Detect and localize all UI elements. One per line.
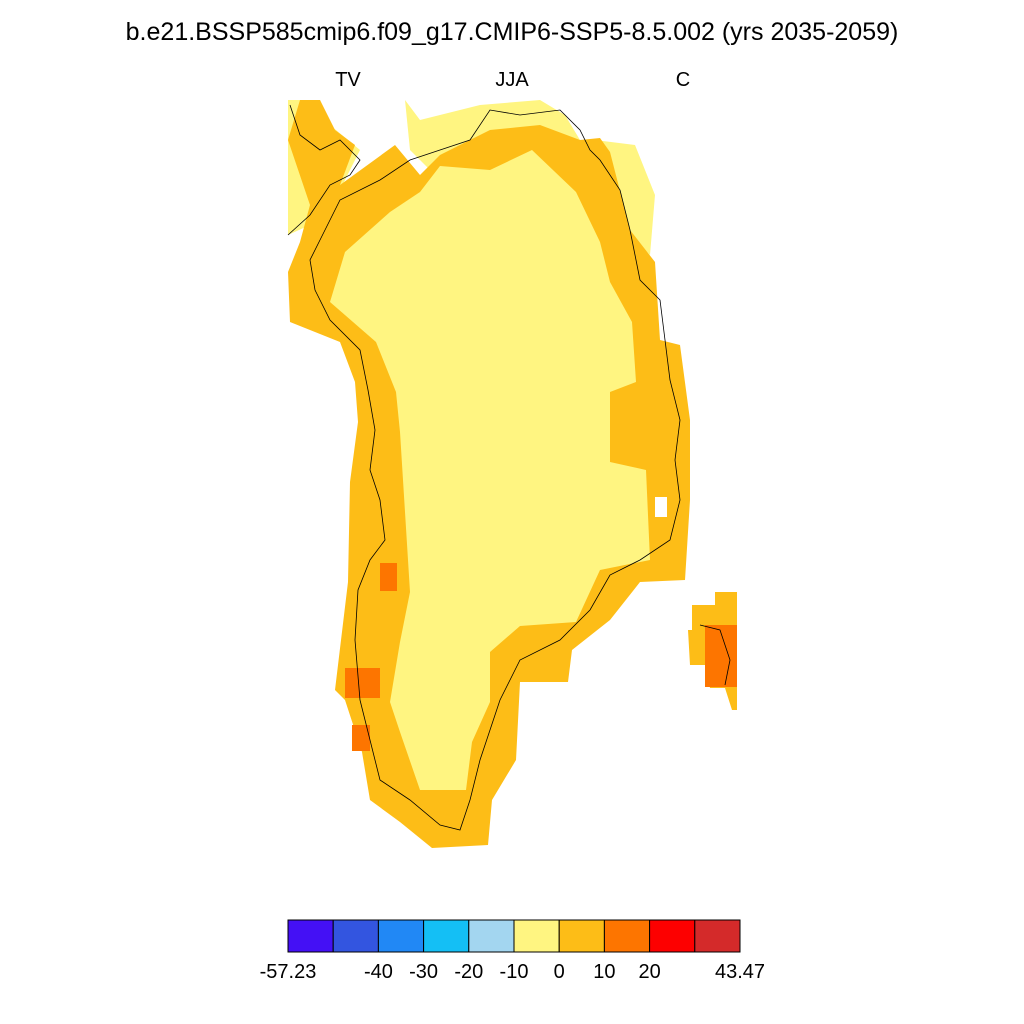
colorbar-label: -40: [364, 961, 393, 983]
hot-cell: [380, 563, 397, 591]
hot-cell: [352, 725, 370, 751]
colorbar-box: [603, 919, 651, 953]
coastline: [287, 104, 731, 831]
land-yellow: [330, 150, 650, 790]
colorbar-box: [287, 919, 334, 953]
colorbar-box: [694, 919, 741, 953]
right-label: C: [676, 69, 690, 91]
title: b.e21.BSSP585cmip6.f09_g17.CMIP6-SSP5-8.…: [126, 18, 899, 46]
colorbar-box: [332, 919, 379, 953]
colorbar-box: [423, 919, 470, 953]
colorbar-box: [468, 919, 515, 953]
sea-gap: [655, 497, 667, 517]
colorbar-label: -30: [409, 961, 438, 983]
colorbar-box: [558, 919, 605, 953]
hot-cell: [345, 668, 380, 698]
center-label: JJA: [495, 69, 529, 91]
colorbar-label: -20: [454, 961, 483, 983]
hot-cell: [705, 625, 737, 687]
colorbar-label: 0: [554, 961, 565, 983]
left-label: TV: [335, 69, 361, 91]
colorbar-box: [513, 919, 560, 953]
colorbar: -57.23 -40 -30 -20 -10 0 10 20 43.47: [260, 919, 765, 983]
colorbar-label: -57.23: [260, 961, 317, 983]
colorbar-label: 10: [593, 961, 615, 983]
colorbar-label: -10: [500, 961, 529, 983]
colorbar-label: 20: [638, 961, 660, 983]
colorbar-box: [649, 919, 696, 953]
map: [287, 100, 737, 848]
colorbar-box: [377, 919, 425, 953]
colorbar-label: 43.47: [715, 961, 765, 983]
